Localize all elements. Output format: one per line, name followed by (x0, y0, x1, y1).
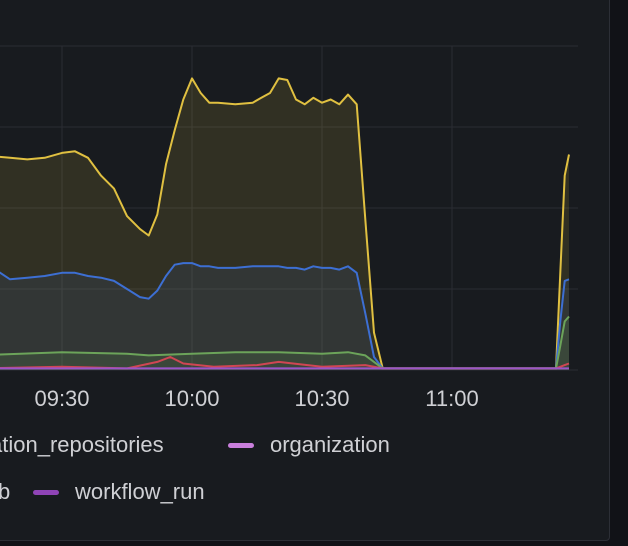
legend-item-organization[interactable]: organization (228, 432, 390, 458)
legend-label: organization (270, 432, 390, 457)
chart-area-fills (0, 78, 569, 370)
x-tick-label: 10:00 (164, 386, 219, 411)
legend-item-organization-repositories[interactable]: ation_repositories (0, 432, 164, 458)
x-tick-label: 10:30 (294, 386, 349, 411)
legend-label: b (0, 479, 11, 504)
x-tick-label: 11:00 (425, 386, 478, 411)
series-area-1 (0, 263, 569, 370)
legend-label: ation_repositories (0, 432, 164, 457)
chart-series-lines (0, 77, 570, 370)
legend-label: workflow_run (75, 479, 205, 504)
series-line-2 (0, 315, 570, 370)
legend-swatch (228, 442, 254, 448)
series-area-2 (0, 316, 569, 370)
legend-item-workflow-run[interactable]: workflow_run (33, 479, 205, 505)
chart-grid (0, 45, 578, 371)
legend-item-b[interactable]: b (0, 479, 10, 505)
x-axis-ticks: 09:30 10:00 10:30 11:00 (34, 386, 478, 411)
x-tick-label: 09:30 (34, 386, 89, 411)
legend-swatch (33, 489, 59, 495)
